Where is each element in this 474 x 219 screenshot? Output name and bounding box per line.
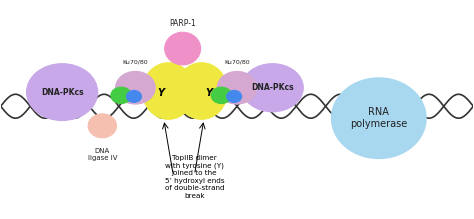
Text: Ku70/80: Ku70/80	[224, 59, 250, 64]
Text: DNA-PKcs: DNA-PKcs	[251, 83, 294, 92]
Ellipse shape	[227, 90, 242, 102]
Ellipse shape	[211, 87, 232, 104]
Ellipse shape	[143, 63, 194, 119]
Ellipse shape	[127, 90, 142, 102]
Ellipse shape	[175, 63, 228, 119]
Ellipse shape	[164, 32, 201, 65]
Ellipse shape	[242, 64, 303, 112]
Ellipse shape	[88, 114, 117, 138]
Text: PARP-1: PARP-1	[169, 19, 196, 28]
Ellipse shape	[27, 64, 98, 120]
Text: RNA
polymerase: RNA polymerase	[350, 107, 408, 129]
Text: DNA-PKcs: DNA-PKcs	[41, 88, 83, 97]
Ellipse shape	[331, 78, 426, 159]
Ellipse shape	[116, 71, 155, 104]
Text: TopIIB dimer
with tyrosine (Y)
joined to the
5’ hydroxyl ends
of double-strand
b: TopIIB dimer with tyrosine (Y) joined to…	[164, 155, 224, 199]
Text: DNA
ligase IV: DNA ligase IV	[88, 148, 117, 161]
Text: Ku70/80: Ku70/80	[123, 59, 148, 64]
Text: Y: Y	[205, 88, 212, 98]
Ellipse shape	[217, 71, 257, 104]
Ellipse shape	[111, 87, 132, 104]
Text: Y: Y	[158, 88, 165, 98]
